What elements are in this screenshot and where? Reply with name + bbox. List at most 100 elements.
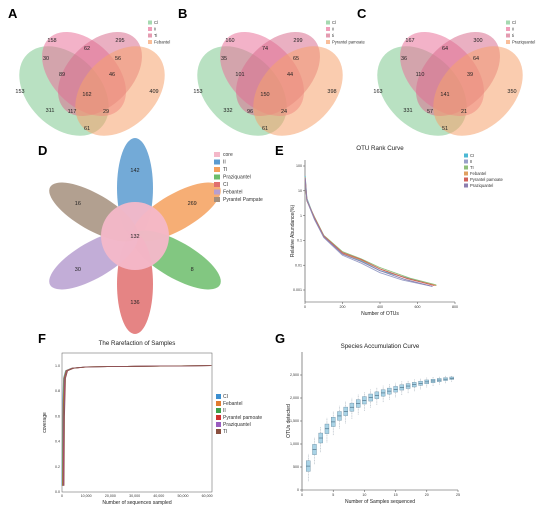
venn-region-count-r134: 46 bbox=[109, 72, 115, 78]
x-tick-label: 20,000 bbox=[105, 494, 116, 498]
x-axis-label: Number of sequences sampled bbox=[102, 500, 171, 506]
x-tick-label: 10 bbox=[362, 493, 366, 497]
legend-swatch-5 bbox=[464, 177, 468, 182]
venn-region-count-r1234: 150 bbox=[260, 92, 269, 98]
venn-legend-label-1: Cl bbox=[512, 20, 516, 25]
venn-region-count-r23: 64 bbox=[442, 46, 448, 52]
rarefaction-line-4 bbox=[62, 365, 211, 486]
venn-region-count-r14: 331 bbox=[403, 108, 412, 114]
venn-legend-swatch-2 bbox=[326, 27, 330, 31]
otu-rank-curve-chart: OTU Rank Curve 100 10 1 0.1 0.01 0.001 0 200 400 6… bbox=[290, 145, 503, 317]
y-tick-label: 0.6 bbox=[55, 414, 60, 418]
legend-swatch-2 bbox=[464, 159, 468, 164]
venn-legend-swatch-4 bbox=[148, 40, 152, 44]
flower-legend-swatch-7 bbox=[214, 197, 220, 202]
x-tick-label: 200 bbox=[340, 305, 346, 309]
venn-legend-label-1: Cl bbox=[154, 20, 158, 25]
venn-diagram-c: 163 167 300 350 36 64 64 110 141 39 331 57 21 51 Cl iit… bbox=[373, 20, 535, 136]
y-tick-label: 1 bbox=[300, 214, 302, 218]
rarefaction-line-1 bbox=[61, 365, 210, 486]
venn-legend-swatch-1 bbox=[326, 20, 330, 25]
legend-label-1: CI bbox=[470, 153, 474, 158]
venn-region-count-only3: 295 bbox=[115, 38, 124, 44]
venn-region-count-r124: 89 bbox=[59, 72, 65, 78]
legend-label-4: Pyrantel pamoate bbox=[223, 415, 262, 421]
venn-legend-label-4: Pyrantel pamoate bbox=[332, 40, 365, 45]
panel-label-g: G bbox=[275, 331, 285, 346]
venn-region-count-only3: 299 bbox=[293, 38, 302, 44]
flower-petal-count-6: 16 bbox=[75, 201, 81, 207]
y-tick-label: 2,000 bbox=[290, 396, 299, 400]
chart-title: The Rarefaction of Samples bbox=[99, 340, 176, 347]
panel-label-e: E bbox=[275, 143, 284, 158]
venn-region-count-r134: 39 bbox=[467, 72, 473, 78]
x-tick-label: 10,000 bbox=[81, 494, 92, 498]
flower-legend-label-1: core bbox=[223, 152, 233, 158]
venn-set-ellipse-4 bbox=[253, 46, 343, 136]
legend-label-3: II bbox=[223, 408, 226, 414]
flower-legend-label-7: Pyrantel Pampate bbox=[223, 197, 263, 203]
venn-legend-swatch-2 bbox=[148, 27, 152, 31]
venn-region-count-r24: 61 bbox=[84, 126, 90, 132]
series-line-4 bbox=[304, 177, 437, 287]
venn-region-count-r134: 44 bbox=[287, 72, 293, 78]
venn-diagram-a: 153 158 295 409 30 62 56 89 162 46 311 117 29 61 Cl IiT… bbox=[15, 20, 170, 136]
panel-label-d: D bbox=[38, 143, 47, 158]
panel-label-b: B bbox=[178, 6, 187, 21]
legend-swatch-4 bbox=[216, 415, 221, 420]
venn-legend-swatch-4 bbox=[326, 40, 330, 44]
venn-region-count-r123: 96 bbox=[247, 109, 253, 115]
venn-legend-label-3: ti bbox=[332, 33, 334, 38]
venn-region-count-r124: 101 bbox=[235, 72, 244, 78]
venn-region-count-r234: 21 bbox=[461, 109, 467, 115]
series-line-5 bbox=[304, 179, 435, 287]
venn-region-count-only1: 153 bbox=[15, 89, 24, 95]
legend-swatch-6 bbox=[216, 429, 221, 434]
legend-swatch-1 bbox=[216, 394, 221, 399]
x-tick-label: 600 bbox=[415, 305, 421, 309]
rarefaction-line-6 bbox=[63, 365, 212, 486]
y-tick-label: 1,000 bbox=[290, 442, 299, 446]
venn-region-count-r23: 62 bbox=[84, 46, 90, 52]
venn-diagram-b: 153 160 299 398 35 74 65 101 150 44 332 96 24 61 Cl iit… bbox=[193, 20, 365, 136]
y-tick-label: 1,500 bbox=[290, 419, 299, 423]
y-tick-label: 0.8 bbox=[55, 389, 60, 393]
venn-legend-label-1: Cl bbox=[332, 20, 336, 25]
panel-label-f: F bbox=[38, 331, 46, 346]
venn-region-count-only2: 167 bbox=[405, 38, 414, 44]
flower-legend-label-2: II bbox=[223, 160, 226, 166]
venn-region-count-only1: 153 bbox=[193, 89, 202, 95]
venn-legend-swatch-1 bbox=[506, 20, 510, 25]
venn-legend-label-3: Ti bbox=[154, 33, 157, 38]
venn-legend-label-4: Praziquantel bbox=[512, 40, 535, 45]
y-tick-label: 0.001 bbox=[293, 288, 302, 292]
venn-legend-swatch-4 bbox=[506, 40, 510, 44]
series-line-3 bbox=[304, 180, 437, 286]
venn-region-count-r24: 61 bbox=[262, 126, 268, 132]
legend-swatch-6 bbox=[464, 183, 468, 188]
y-tick-label: 0.0 bbox=[55, 490, 60, 494]
series-line-2 bbox=[304, 178, 433, 287]
venn-region-count-r34: 56 bbox=[115, 56, 121, 62]
venn-region-count-r34: 65 bbox=[293, 56, 299, 62]
x-tick-label: 40,000 bbox=[153, 494, 164, 498]
x-tick-label: 20 bbox=[425, 493, 429, 497]
flower-petal-count-2: 269 bbox=[188, 201, 197, 207]
legend-swatch-5 bbox=[216, 422, 221, 427]
venn-legend-label-2: ii bbox=[332, 27, 334, 32]
rarefaction-chart: The Rarefaction of Samples 0.0 0.2 0.4 0.6 0.… bbox=[42, 340, 262, 506]
venn-legend-label-3: ti bbox=[512, 33, 514, 38]
venn-region-count-only4: 398 bbox=[327, 89, 336, 95]
rarefaction-line-5 bbox=[63, 365, 212, 486]
venn-region-count-r123: 117 bbox=[68, 109, 77, 115]
legend-label-2: II bbox=[470, 159, 472, 164]
venn-region-count-r24: 51 bbox=[442, 126, 448, 132]
venn-region-count-r12: 36 bbox=[401, 56, 407, 62]
x-tick-label: 5 bbox=[332, 493, 334, 497]
legend-swatch-3 bbox=[464, 165, 468, 170]
chart-title: OTU Rank Curve bbox=[356, 145, 404, 152]
y-tick-label: 0.4 bbox=[55, 440, 60, 444]
series-line-6 bbox=[304, 178, 433, 287]
